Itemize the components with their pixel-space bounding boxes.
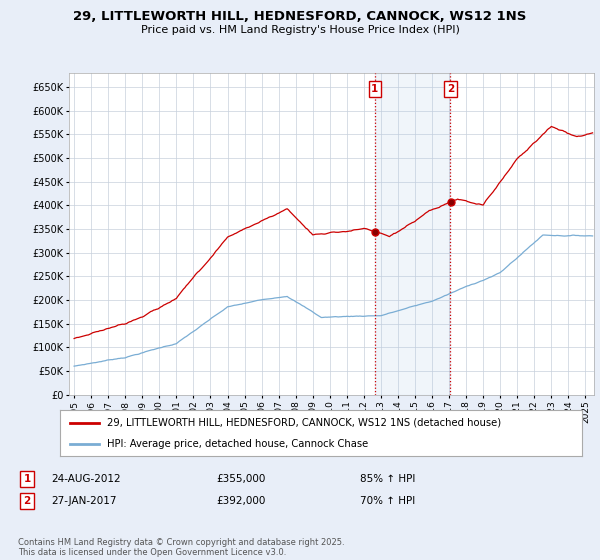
Text: 27-JAN-2017: 27-JAN-2017 [51,496,116,506]
Text: 85% ↑ HPI: 85% ↑ HPI [360,474,415,484]
Text: 70% ↑ HPI: 70% ↑ HPI [360,496,415,506]
Text: 1: 1 [371,84,379,94]
Text: 2: 2 [23,496,31,506]
Text: HPI: Average price, detached house, Cannock Chase: HPI: Average price, detached house, Cann… [107,439,368,449]
Text: 24-AUG-2012: 24-AUG-2012 [51,474,121,484]
Text: £355,000: £355,000 [216,474,265,484]
Text: 1: 1 [23,474,31,484]
Text: 2: 2 [446,84,454,94]
Text: 29, LITTLEWORTH HILL, HEDNESFORD, CANNOCK, WS12 1NS: 29, LITTLEWORTH HILL, HEDNESFORD, CANNOC… [73,10,527,22]
Text: £392,000: £392,000 [216,496,265,506]
Text: 29, LITTLEWORTH HILL, HEDNESFORD, CANNOCK, WS12 1NS (detached house): 29, LITTLEWORTH HILL, HEDNESFORD, CANNOC… [107,418,501,428]
Bar [375,73,451,395]
Text: Price paid vs. HM Land Registry's House Price Index (HPI): Price paid vs. HM Land Registry's House … [140,25,460,35]
Text: Contains HM Land Registry data © Crown copyright and database right 2025.
This d: Contains HM Land Registry data © Crown c… [18,538,344,557]
